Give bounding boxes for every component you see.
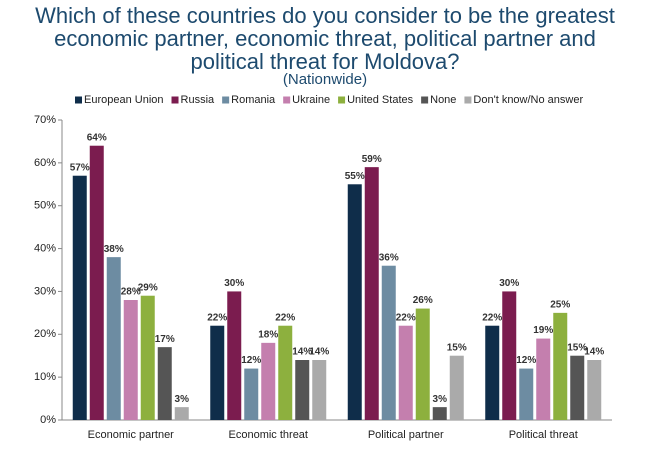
bar bbox=[295, 360, 310, 420]
value-label: 30% bbox=[224, 278, 244, 289]
value-label: 30% bbox=[499, 278, 519, 289]
value-label: 17% bbox=[155, 334, 175, 345]
bar bbox=[157, 347, 172, 420]
bar bbox=[485, 325, 500, 420]
legend-label: None bbox=[430, 94, 456, 106]
value-label: 12% bbox=[241, 355, 261, 366]
legend-swatch bbox=[75, 96, 82, 104]
legend-label: Romania bbox=[231, 94, 276, 106]
bar bbox=[347, 184, 362, 420]
legend-label: Ukraine bbox=[292, 94, 330, 106]
value-label: 26% bbox=[413, 295, 433, 306]
bar bbox=[312, 360, 327, 420]
x-tick-label: Political partner bbox=[368, 429, 444, 441]
y-tick-label: 30% bbox=[34, 285, 56, 297]
value-label: 3% bbox=[433, 394, 448, 405]
legend-label: Russia bbox=[181, 94, 216, 106]
y-tick-label: 20% bbox=[34, 328, 56, 340]
x-tick-label: Economic threat bbox=[229, 429, 308, 441]
bar bbox=[140, 295, 155, 420]
bar bbox=[244, 368, 259, 420]
y-tick-label: 0% bbox=[40, 414, 56, 426]
bar bbox=[398, 325, 413, 420]
value-label: 59% bbox=[362, 154, 382, 165]
legend-label: Don't know/No answer bbox=[473, 94, 583, 106]
value-label: 38% bbox=[104, 244, 124, 255]
bar bbox=[570, 355, 585, 420]
value-label: 19% bbox=[533, 325, 553, 336]
legend-swatch bbox=[222, 96, 230, 104]
value-label: 22% bbox=[207, 312, 227, 323]
chart-subtitle: (Nationwide) bbox=[282, 71, 368, 88]
bar bbox=[415, 308, 430, 420]
bar bbox=[227, 291, 242, 420]
value-label: 64% bbox=[87, 132, 107, 143]
bar bbox=[364, 167, 379, 420]
legend-swatch bbox=[421, 96, 429, 104]
bar bbox=[174, 407, 189, 420]
bar bbox=[72, 175, 87, 420]
y-tick-label: 10% bbox=[34, 371, 56, 383]
value-label: 3% bbox=[175, 394, 190, 405]
bar bbox=[261, 342, 276, 420]
legend-swatch bbox=[171, 96, 179, 104]
bar bbox=[432, 407, 447, 420]
legend-label: United States bbox=[347, 94, 414, 106]
value-label: 22% bbox=[275, 312, 295, 323]
legend-swatch bbox=[283, 96, 291, 104]
value-label: 55% bbox=[345, 171, 365, 182]
bar bbox=[536, 338, 551, 420]
x-tick-label: Political threat bbox=[509, 429, 578, 441]
bar bbox=[587, 360, 602, 420]
legend-label: European Union bbox=[84, 94, 164, 106]
y-tick-label: 60% bbox=[34, 157, 56, 169]
value-label: 12% bbox=[516, 355, 536, 366]
legend-swatch bbox=[464, 96, 472, 104]
bar bbox=[553, 312, 568, 420]
value-label: 14% bbox=[584, 347, 604, 358]
value-label: 57% bbox=[70, 162, 90, 173]
legend-swatch bbox=[338, 96, 346, 104]
bar bbox=[381, 265, 396, 420]
bar bbox=[210, 325, 225, 420]
value-label: 15% bbox=[567, 342, 587, 353]
y-tick-label: 50% bbox=[34, 200, 56, 212]
value-label: 14% bbox=[292, 347, 312, 358]
value-label: 22% bbox=[482, 312, 502, 323]
bar bbox=[106, 257, 121, 420]
chart-title: Which of these countries do you consider… bbox=[35, 3, 615, 74]
bar bbox=[278, 325, 293, 420]
bar bbox=[123, 300, 138, 420]
y-tick-label: 40% bbox=[34, 242, 56, 254]
value-label: 25% bbox=[550, 299, 570, 310]
value-label: 29% bbox=[138, 282, 158, 293]
bar bbox=[449, 355, 464, 420]
bar bbox=[89, 145, 104, 420]
value-label: 15% bbox=[447, 342, 467, 353]
x-tick-label: Economic partner bbox=[88, 429, 175, 441]
y-tick-label: 70% bbox=[34, 114, 56, 126]
value-label: 36% bbox=[379, 252, 399, 263]
value-label: 14% bbox=[309, 347, 329, 358]
bar bbox=[519, 368, 534, 420]
value-label: 28% bbox=[121, 287, 141, 298]
bar bbox=[502, 291, 517, 420]
value-label: 22% bbox=[396, 312, 416, 323]
value-label: 18% bbox=[258, 329, 278, 340]
